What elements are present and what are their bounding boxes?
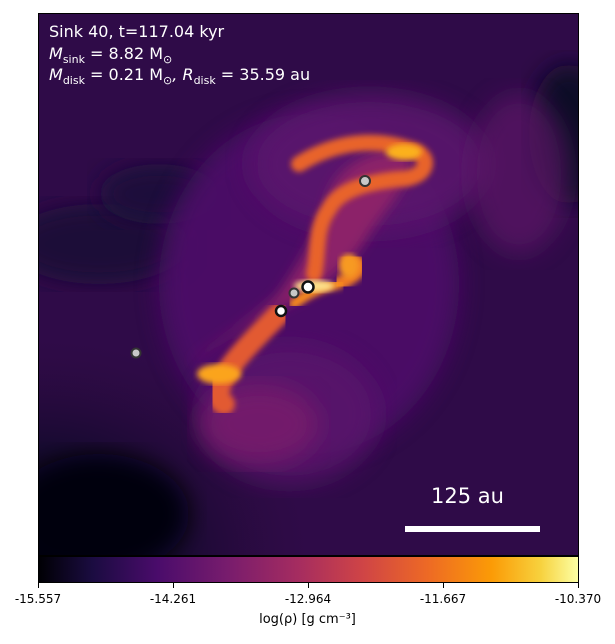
sink-marker: [359, 175, 371, 187]
disk-params-label: Mdisk = 0.21 M⊙, Rdisk = 35.59 au: [49, 65, 311, 88]
colorbar: [38, 556, 579, 583]
sink-marker: [130, 347, 142, 359]
colorbar-tick: [173, 583, 174, 588]
colorbar-tick: [578, 583, 579, 588]
colorbar-tick: [308, 583, 309, 588]
sink-time-label: Sink 40, t=117.04 kyr: [49, 22, 225, 41]
colorbar-tick-label: -15.557: [14, 592, 62, 606]
colorbar-tick-label: -11.667: [419, 592, 467, 606]
scale-bar-label: 125 au: [431, 484, 504, 508]
colorbar-tick-label: -10.370: [554, 592, 602, 606]
colorbar-tick: [443, 583, 444, 588]
colorbar-tick-label: -12.964: [284, 592, 332, 606]
sink-marker: [274, 304, 288, 318]
colorbar-tick: [38, 583, 39, 588]
sink-mass-label: Msink = 8.82 M⊙: [49, 44, 173, 67]
density-map: Sink 40, t=117.04 kyr Msink = 8.82 M⊙ Md…: [38, 13, 579, 556]
colorbar-label: log(ρ) [g cm⁻³]: [259, 612, 356, 627]
scale-bar: [405, 526, 540, 532]
sink-marker: [288, 287, 300, 299]
sink-marker: [301, 280, 315, 294]
colorbar-tick-label: -14.261: [149, 592, 197, 606]
density-image: [39, 14, 578, 555]
